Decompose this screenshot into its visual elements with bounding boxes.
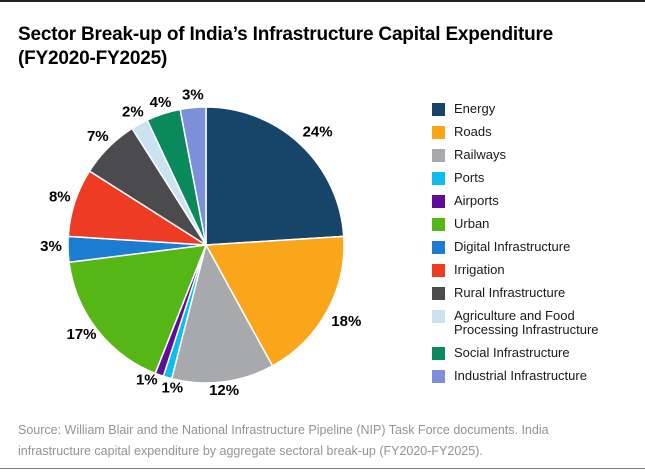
source-note: Source: William Blair and the National I… [18,423,549,458]
legend-swatch-railways [432,149,445,162]
legend-label: Agriculture and Food Processing Infrastr… [454,308,599,337]
pie-label-digital-infrastructure: 3% [40,238,62,255]
legend-label: Digital Infrastructure [454,239,571,254]
legend-label: Airports [454,193,499,208]
legend-swatch-digital-infrastructure [432,241,445,254]
legend-swatch-ports [432,172,445,185]
legend-item-social-infrastructure: Social Infrastructure [432,346,632,360]
pie-label-railways: 12% [209,382,239,399]
legend-item-ports: Ports [432,171,632,185]
legend-label: Rural Infrastructure [454,285,566,300]
legend-item-rural-infrastructure: Rural Infrastructure [432,286,632,300]
pie-slice-industrial-infrastructure [179,106,207,246]
legend-label: Energy [454,101,496,116]
chart-title: Sector Break-up of India’s Infrastructur… [18,23,554,70]
legend-item-digital-infrastructure: Digital Infrastructure [432,240,632,254]
pie-chart: 24% 18% 12% 1%1% 17% 3% 8% 7% 2% 4% 3% [40,87,361,399]
legend-item-airports: Airports [432,194,632,208]
legend-item-urban: Urban [432,217,632,231]
legend-swatch-rural-infrastructure [432,287,445,300]
pie-label-social-infrastructure: 4% [150,94,172,111]
legend-label: Roads [454,124,492,139]
legend-item-railways: Railways [432,148,632,162]
pie-label-ports: 1% [161,380,183,397]
legend-swatch-industrial-infrastructure [432,370,445,383]
pie-label-urban: 17% [66,326,96,343]
pie-label-roads: 18% [331,313,361,330]
pie-label-irrigation: 8% [49,188,71,205]
legend-item-energy: Energy [432,102,632,116]
legend-swatch-energy [432,103,445,116]
pie-slice-urban [68,244,207,375]
legend-label: Industrial Infrastructure [454,368,587,383]
legend-item-agriculture-and-food-processing-infrastructure: Agriculture and Food Processing Infrastr… [432,309,632,337]
legend-label: Urban [454,216,490,231]
pie-label-industrial-infrastructure: 3% [182,87,204,104]
legend-item-roads: Roads [432,125,632,139]
chart-legend: Energy Roads Railways Ports Airports Urban Dig… [432,102,632,383]
top-border-line [0,0,645,2]
legend-item-irrigation: Irrigation [432,263,632,277]
bottom-border-line [0,468,645,469]
pie-slice-roads [205,235,345,367]
legend-swatch-urban [432,218,445,231]
legend-swatch-social-infrastructure [432,347,445,360]
legend-swatch-roads [432,126,445,139]
legend-swatch-agriculture-and-food-processing-infrastructure [432,310,445,323]
pie-label-energy: 24% [303,123,333,140]
pie-label-agriculture-and-food-processing-infrastructure: 2% [122,104,144,121]
legend-item-industrial-infrastructure: Industrial Infrastructure [432,369,632,383]
legend-label: Irrigation [454,262,505,277]
pie-slice-railways [170,244,274,384]
legend-label: Social Infrastructure [454,345,570,360]
pie-slice-energy [205,106,345,246]
pie-label-rural-infrastructure: 7% [87,128,109,145]
legend-label: Ports [454,170,485,185]
legend-label: Railways [454,147,507,162]
legend-swatch-airports [432,195,445,208]
pie-label-airports: 1% [136,372,158,389]
legend-swatch-irrigation [432,264,445,277]
